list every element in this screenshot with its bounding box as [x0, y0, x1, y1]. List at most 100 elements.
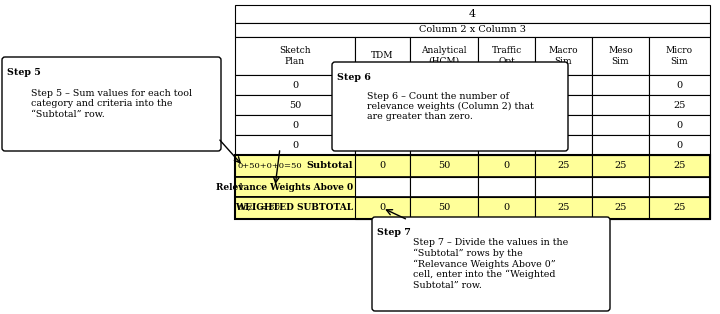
Bar — [535, 197, 592, 219]
Bar — [592, 135, 649, 155]
Text: 25: 25 — [557, 203, 570, 213]
Bar — [535, 75, 592, 95]
Text: 0: 0 — [379, 140, 386, 149]
Text: Sketch
Plan: Sketch Plan — [279, 46, 311, 66]
Text: Step 6 – Count the number of
relevance weights (Column 2) that
are greater than : Step 6 – Count the number of relevance w… — [366, 91, 534, 122]
Bar — [355, 37, 410, 75]
Text: 0: 0 — [503, 203, 510, 213]
Text: 1: 1 — [238, 182, 244, 192]
Text: 0: 0 — [292, 140, 298, 149]
Text: 0: 0 — [379, 161, 386, 171]
Bar — [355, 75, 410, 95]
Bar — [535, 115, 592, 135]
Bar — [535, 177, 592, 197]
Text: 50: 50 — [438, 161, 450, 171]
FancyBboxPatch shape — [2, 57, 221, 151]
Text: 25: 25 — [673, 161, 685, 171]
Bar — [649, 197, 710, 219]
Bar — [355, 177, 410, 197]
Text: 0: 0 — [379, 80, 386, 89]
Text: 25: 25 — [614, 203, 626, 213]
Bar — [355, 155, 410, 177]
Text: Column 2 x Column 3: Column 2 x Column 3 — [419, 25, 526, 35]
Text: 0: 0 — [379, 100, 386, 110]
Bar — [355, 197, 410, 219]
Text: Step 7: Step 7 — [377, 228, 411, 237]
Text: 0: 0 — [379, 203, 386, 213]
Bar — [535, 95, 592, 115]
Bar — [649, 177, 710, 197]
Text: Step 7 – Divide the values in the
“Subtotal” rows by the
“Relevance Weights Abov: Step 7 – Divide the values in the “Subto… — [413, 238, 569, 290]
Text: Relevance Weights Above 0: Relevance Weights Above 0 — [216, 182, 353, 192]
Bar — [478, 115, 535, 135]
Bar — [649, 135, 710, 155]
Bar — [235, 155, 710, 219]
Text: 0+50+0+0=50: 0+50+0+0=50 — [238, 162, 302, 170]
Bar — [592, 177, 649, 197]
Text: Subtotal: Subtotal — [307, 161, 353, 171]
Bar — [410, 115, 478, 135]
Bar — [355, 115, 410, 135]
Bar — [355, 135, 410, 155]
Bar — [535, 37, 592, 75]
Text: 0: 0 — [503, 161, 510, 171]
Bar — [535, 135, 592, 155]
Text: Step 5: Step 5 — [7, 68, 41, 77]
Text: 50: 50 — [289, 100, 301, 110]
Bar — [592, 75, 649, 95]
Bar — [235, 135, 355, 155]
Text: Micro
Sim: Micro Sim — [666, 46, 693, 66]
Bar — [235, 37, 355, 75]
Bar — [592, 95, 649, 115]
Bar — [478, 197, 535, 219]
Bar — [410, 37, 478, 75]
Text: TDM: TDM — [372, 51, 394, 61]
Text: 25: 25 — [557, 161, 570, 171]
Bar — [592, 155, 649, 177]
Bar — [478, 37, 535, 75]
Bar — [235, 75, 355, 95]
Bar — [410, 155, 478, 177]
Bar — [649, 37, 710, 75]
Bar — [592, 115, 649, 135]
Text: 0: 0 — [292, 121, 298, 129]
Text: 50: 50 — [438, 203, 450, 213]
Text: Step 5 – Sum values for each tool
category and criteria into the
“Subtotal” row.: Step 5 – Sum values for each tool catego… — [31, 89, 192, 119]
Bar — [410, 197, 478, 219]
Text: Traffic
Opt: Traffic Opt — [491, 46, 521, 66]
Bar — [649, 115, 710, 135]
Bar — [235, 177, 710, 197]
Bar — [410, 135, 478, 155]
Bar — [410, 177, 478, 197]
Bar — [410, 75, 478, 95]
Text: Meso
Sim: Meso Sim — [608, 46, 633, 66]
Bar — [355, 95, 410, 115]
Text: 0: 0 — [676, 140, 683, 149]
Bar — [535, 155, 592, 177]
Bar — [478, 75, 535, 95]
Text: Step 6: Step 6 — [337, 73, 371, 82]
Text: 0: 0 — [676, 121, 683, 129]
Text: 4: 4 — [469, 9, 476, 19]
Bar — [235, 155, 710, 177]
Bar — [235, 5, 710, 23]
Bar — [235, 95, 355, 115]
Bar — [592, 37, 649, 75]
Bar — [649, 155, 710, 177]
Bar — [478, 155, 535, 177]
Bar — [478, 135, 535, 155]
Text: 25: 25 — [673, 100, 685, 110]
Text: Analytical
(HCM): Analytical (HCM) — [421, 46, 467, 66]
Bar — [649, 75, 710, 95]
Bar — [478, 95, 535, 115]
Bar — [235, 23, 710, 37]
Bar — [478, 177, 535, 197]
Text: 0: 0 — [292, 80, 298, 89]
Text: 0: 0 — [676, 80, 683, 89]
Text: 50/1 = 50: 50/1 = 50 — [238, 204, 280, 212]
Bar — [235, 115, 355, 135]
Text: WEIGHTED SUBTOTAL: WEIGHTED SUBTOTAL — [235, 203, 353, 213]
FancyBboxPatch shape — [332, 62, 568, 151]
Bar — [649, 95, 710, 115]
Bar — [592, 197, 649, 219]
